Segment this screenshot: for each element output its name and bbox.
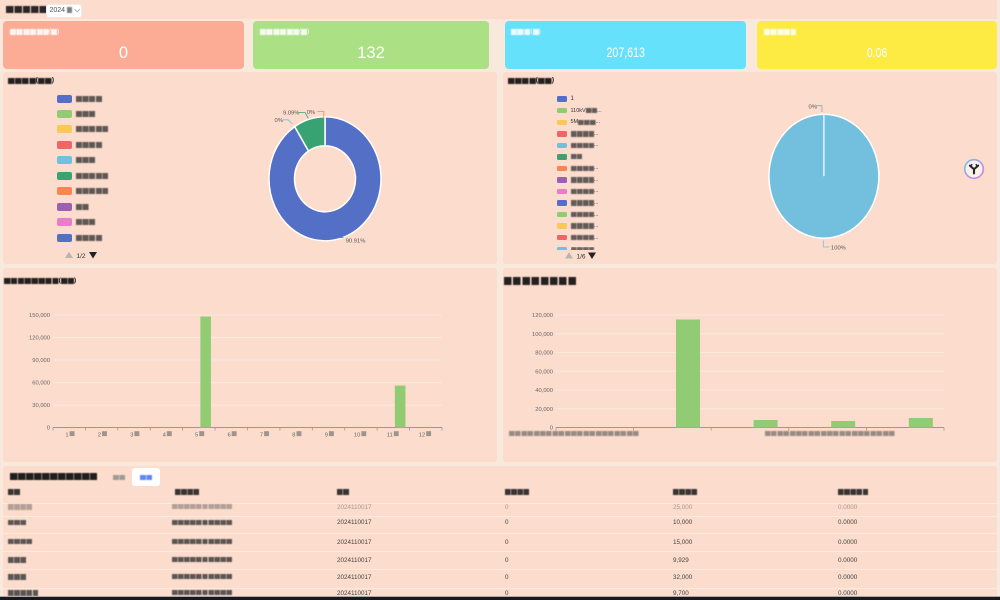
svg-text:7: 7 bbox=[260, 433, 263, 439]
svg-text:1/6: 1/6 bbox=[577, 254, 586, 261]
svg-text:120,000: 120,000 bbox=[29, 336, 50, 342]
svg-text:1/2: 1/2 bbox=[77, 253, 86, 260]
svg-text:0%: 0% bbox=[809, 104, 817, 110]
svg-text:100%: 100% bbox=[831, 246, 846, 252]
svg-text:0%: 0% bbox=[275, 118, 283, 124]
svg-text:4: 4 bbox=[163, 433, 167, 439]
svg-text:11: 11 bbox=[387, 433, 393, 439]
svg-text:1: 1 bbox=[65, 433, 68, 439]
svg-text:90.91%: 90.91% bbox=[346, 238, 366, 244]
svg-text:0%: 0% bbox=[307, 110, 315, 116]
svg-text:0: 0 bbox=[47, 426, 50, 432]
svg-text:40,000: 40,000 bbox=[535, 388, 553, 394]
svg-text:60,000: 60,000 bbox=[535, 369, 553, 375]
svg-text:2: 2 bbox=[98, 433, 101, 439]
svg-text:80,000: 80,000 bbox=[535, 351, 553, 357]
svg-text:90,000: 90,000 bbox=[32, 358, 50, 364]
svg-text:3: 3 bbox=[130, 433, 133, 439]
svg-text:60,000: 60,000 bbox=[32, 381, 50, 387]
svg-text:150,000: 150,000 bbox=[29, 313, 50, 319]
svg-text:100,000: 100,000 bbox=[532, 332, 553, 338]
svg-text:12: 12 bbox=[419, 433, 425, 439]
svg-text:0: 0 bbox=[550, 426, 553, 432]
svg-text:10: 10 bbox=[354, 433, 360, 439]
svg-text:6: 6 bbox=[227, 433, 230, 439]
svg-text:30,000: 30,000 bbox=[32, 403, 50, 409]
svg-text:8: 8 bbox=[292, 433, 295, 439]
svg-text:20,000: 20,000 bbox=[535, 407, 553, 413]
svg-text:9: 9 bbox=[325, 433, 328, 439]
svg-text:5: 5 bbox=[195, 433, 198, 439]
svg-text:9.09%: 9.09% bbox=[283, 111, 299, 117]
svg-text:120,000: 120,000 bbox=[532, 313, 553, 319]
